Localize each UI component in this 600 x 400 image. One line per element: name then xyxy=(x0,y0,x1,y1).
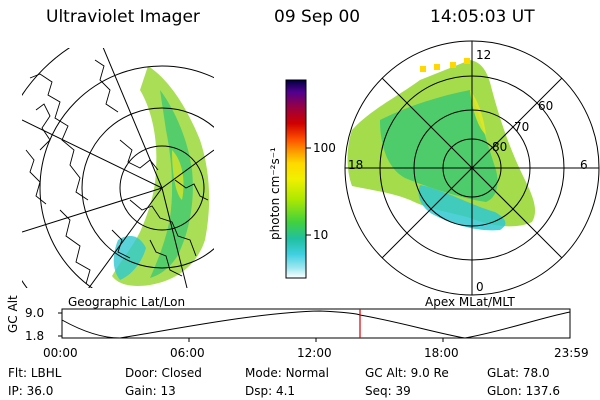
info-key-glat: GLat: xyxy=(487,366,520,380)
lat-label-80: 80 xyxy=(492,140,508,154)
colorbar-tick-10: 10 xyxy=(313,228,329,242)
mlt-label-0: 0 xyxy=(476,280,484,294)
info-key-seq: Seq: xyxy=(365,384,392,398)
time-label: 14:05:03 UT xyxy=(430,7,535,27)
instrument-title: Ultraviolet Imager xyxy=(46,7,200,27)
date-label: 09 Sep 00 xyxy=(274,7,361,27)
info-value-seq: 39 xyxy=(395,384,411,398)
info-value-dsp: 4.1 xyxy=(275,384,296,398)
info-key-flt: Flt: xyxy=(8,366,27,380)
mlt-label-6: 6 xyxy=(580,158,588,172)
altitude-xtick-1: 06:00 xyxy=(170,346,205,360)
info-value-mode: Normal xyxy=(285,366,329,380)
mlt-label-18: 18 xyxy=(348,158,364,172)
altitude-ytick-high: 9.0 xyxy=(25,306,45,320)
info-value-glon: 137.6 xyxy=(525,384,560,398)
info-key-mode: Mode: xyxy=(245,366,282,380)
altitude-xtick-0: 00:00 xyxy=(43,346,78,360)
info-key-gc-alt: GC Alt: xyxy=(365,366,407,380)
info-value-flt: LBHL xyxy=(30,366,62,380)
info-value-ip: 36.0 xyxy=(26,384,54,398)
lat-label-70: 70 xyxy=(514,120,530,134)
info-key-gain: Gain: xyxy=(125,384,157,398)
info-key-door: Door: xyxy=(125,366,158,380)
info-value-gc-alt: 9.0 Re xyxy=(410,366,449,380)
lat-label-60: 60 xyxy=(538,99,554,113)
info-key-ip: IP: xyxy=(8,384,23,398)
mlt-label-12: 12 xyxy=(476,48,492,62)
info-key-glon: GLon: xyxy=(487,384,522,398)
info-value-door: Closed xyxy=(161,366,202,380)
info-value-gain: 13 xyxy=(160,384,176,398)
right-panel-caption: Apex MLat/MLT xyxy=(425,295,515,309)
altitude-ytick-low: 1.8 xyxy=(25,329,45,343)
altitude-xtick-3: 18:00 xyxy=(424,346,459,360)
altitude-ylabel: GC Alt xyxy=(6,295,20,333)
info-key-dsp: Dsp: xyxy=(245,384,273,398)
left-panel-caption: Geographic Lat/Lon xyxy=(68,295,186,309)
altitude-xtick-4: 23:59 xyxy=(554,346,589,360)
colorbar-tick-100: 100 xyxy=(313,141,336,155)
info-value-glat: 78.0 xyxy=(522,366,550,380)
altitude-xtick-2: 12:00 xyxy=(297,346,332,360)
